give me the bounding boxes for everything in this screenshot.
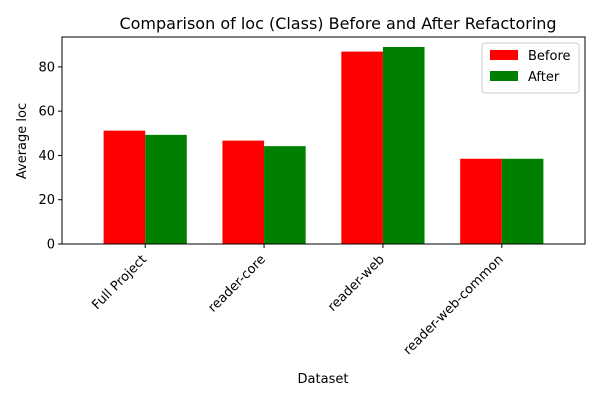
x-axis-label: Dataset xyxy=(298,372,349,387)
bar-before-2 xyxy=(341,51,383,244)
bar-after-2 xyxy=(382,46,425,245)
legend: Before After xyxy=(481,42,580,94)
y-tick-label: 40 xyxy=(38,149,55,164)
bar-before-1 xyxy=(222,140,265,244)
bar-after-1 xyxy=(264,146,306,244)
bar-after-0 xyxy=(145,134,187,244)
bar-before-3 xyxy=(460,158,502,244)
legend-swatch-before xyxy=(490,50,518,60)
x-tick-label: reader-core xyxy=(206,252,269,315)
legend-swatch-after xyxy=(490,71,518,81)
y-axis-label: Average loc xyxy=(15,103,30,179)
plot-frame xyxy=(61,36,586,245)
x-tick-label: reader-web xyxy=(325,252,387,314)
bar-after-3 xyxy=(501,158,544,244)
y-tick-label: 0 xyxy=(47,238,55,253)
legend-label-before: Before xyxy=(528,49,571,64)
y-tick-label: 80 xyxy=(38,60,55,75)
bar-before-0 xyxy=(103,130,146,244)
legend-label-after: After xyxy=(528,70,560,85)
x-tick-label: reader-web-common xyxy=(401,252,507,358)
chart-title: Comparison of loc (Class) Before and Aft… xyxy=(119,14,556,33)
y-tick-label: 60 xyxy=(38,105,55,120)
bars-layer xyxy=(103,46,544,245)
x-tick-label: Full Project xyxy=(89,252,150,313)
y-tick-label: 20 xyxy=(38,193,55,208)
